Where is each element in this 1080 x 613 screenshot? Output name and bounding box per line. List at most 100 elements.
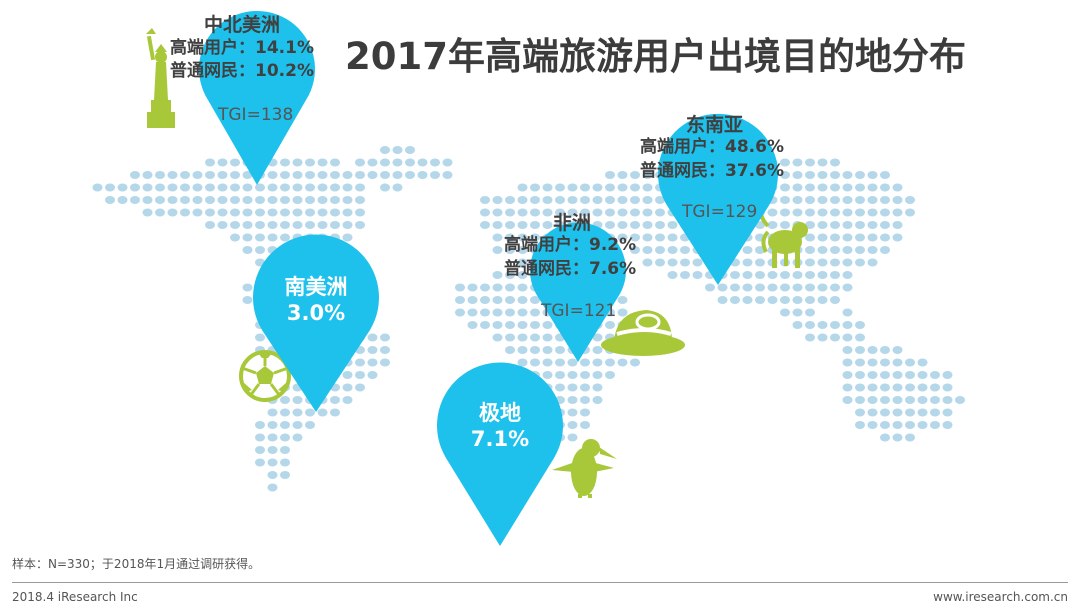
map-dot: [205, 196, 215, 204]
map-dot: [867, 196, 878, 204]
map-dot: [867, 208, 878, 217]
map-dot: [267, 196, 278, 204]
map-dot: [267, 483, 278, 492]
map-dot: [880, 396, 890, 404]
map-dot: [905, 196, 915, 204]
map-dot: [367, 371, 378, 379]
map-dot: [380, 158, 390, 167]
map-dot: [242, 183, 253, 192]
map-dot: [842, 258, 853, 267]
map-dot: [780, 271, 790, 279]
map-dot: [630, 171, 640, 179]
map-dot: [367, 171, 378, 179]
map-dot: [142, 208, 153, 217]
map-dot: [805, 321, 815, 329]
map-dot: [817, 258, 828, 267]
map-dot: [905, 433, 915, 442]
map-dot: [642, 258, 653, 267]
map-dot: [742, 246, 753, 254]
map-dot: [492, 208, 503, 217]
map-dot: [342, 233, 353, 242]
map-dot: [280, 196, 290, 204]
map-dot: [505, 346, 515, 354]
map-dot: [392, 171, 403, 179]
map-dot: [842, 346, 853, 354]
map-dot: [780, 283, 790, 292]
map-dot: [680, 271, 690, 279]
map-dot: [530, 296, 540, 304]
map-dot: [317, 171, 328, 179]
map-dot: [505, 246, 515, 254]
map-dot: [905, 408, 915, 417]
map-dot: [830, 221, 840, 229]
map-dot: [605, 371, 615, 379]
map-dot: [805, 258, 815, 267]
map-dot: [917, 358, 928, 367]
map-dot: [680, 258, 690, 267]
map-dot: [855, 346, 865, 354]
map-dot: [842, 358, 853, 367]
map-dot: [355, 371, 365, 379]
map-dot: [855, 383, 865, 392]
map-dot: [192, 171, 203, 179]
map-dot: [580, 408, 590, 417]
map-dot: [492, 196, 503, 204]
map-dot: [480, 196, 490, 204]
map-dot: [692, 258, 703, 267]
map-dot: [255, 458, 265, 467]
map-dot: [317, 158, 328, 167]
map-dot: [117, 183, 128, 192]
map-dot: [92, 183, 103, 192]
map-dot: [730, 283, 740, 292]
map-dot: [280, 458, 290, 467]
sample-footnote: 样本：N=330；于2018年1月通过调研获得。: [12, 557, 261, 571]
map-dot: [292, 396, 303, 404]
map-dot: [880, 246, 890, 254]
map-dot: [255, 196, 265, 204]
map-dot: [667, 271, 678, 279]
map-dot: [592, 196, 603, 204]
map-dot: [830, 246, 840, 254]
map-dot: [217, 158, 228, 167]
map-dot: [905, 396, 915, 404]
map-dot: [555, 383, 565, 392]
tgi-africa: TGI=121: [541, 301, 617, 321]
map-dot: [342, 171, 353, 179]
map-dot: [480, 208, 490, 217]
map-dot: [380, 358, 390, 367]
map-dot: [780, 208, 790, 217]
map-dot: [830, 333, 840, 342]
map-dot: [267, 171, 278, 179]
map-dot: [892, 408, 903, 417]
map-dot: [830, 196, 840, 204]
map-dot: [642, 221, 653, 229]
map-dot: [792, 171, 803, 179]
map-dot: [630, 208, 640, 217]
map-dot: [105, 183, 115, 192]
map-dot: [842, 371, 853, 379]
map-dot: [605, 171, 615, 179]
map-dot: [555, 196, 565, 204]
map-dot: [642, 208, 653, 217]
map-dot: [567, 421, 578, 429]
map-dot: [842, 383, 853, 392]
map-dot: [667, 258, 678, 267]
map-dot: [892, 233, 903, 242]
map-dot: [580, 183, 590, 192]
map-dot: [342, 183, 353, 192]
map-dot: [205, 171, 215, 179]
map-dot: [230, 196, 240, 204]
map-dot: [255, 333, 265, 342]
map-dot: [867, 221, 878, 229]
map-dot: [942, 371, 953, 379]
map-dot: [542, 221, 553, 229]
map-dot: [542, 208, 553, 217]
map-dot: [542, 371, 553, 379]
map-dot: [817, 296, 828, 304]
map-dot: [255, 221, 265, 229]
map-dot: [817, 321, 828, 329]
map-dot: [842, 233, 853, 242]
map-dot: [505, 296, 515, 304]
general-share-africa: 普通网民：7.6%: [504, 259, 637, 279]
